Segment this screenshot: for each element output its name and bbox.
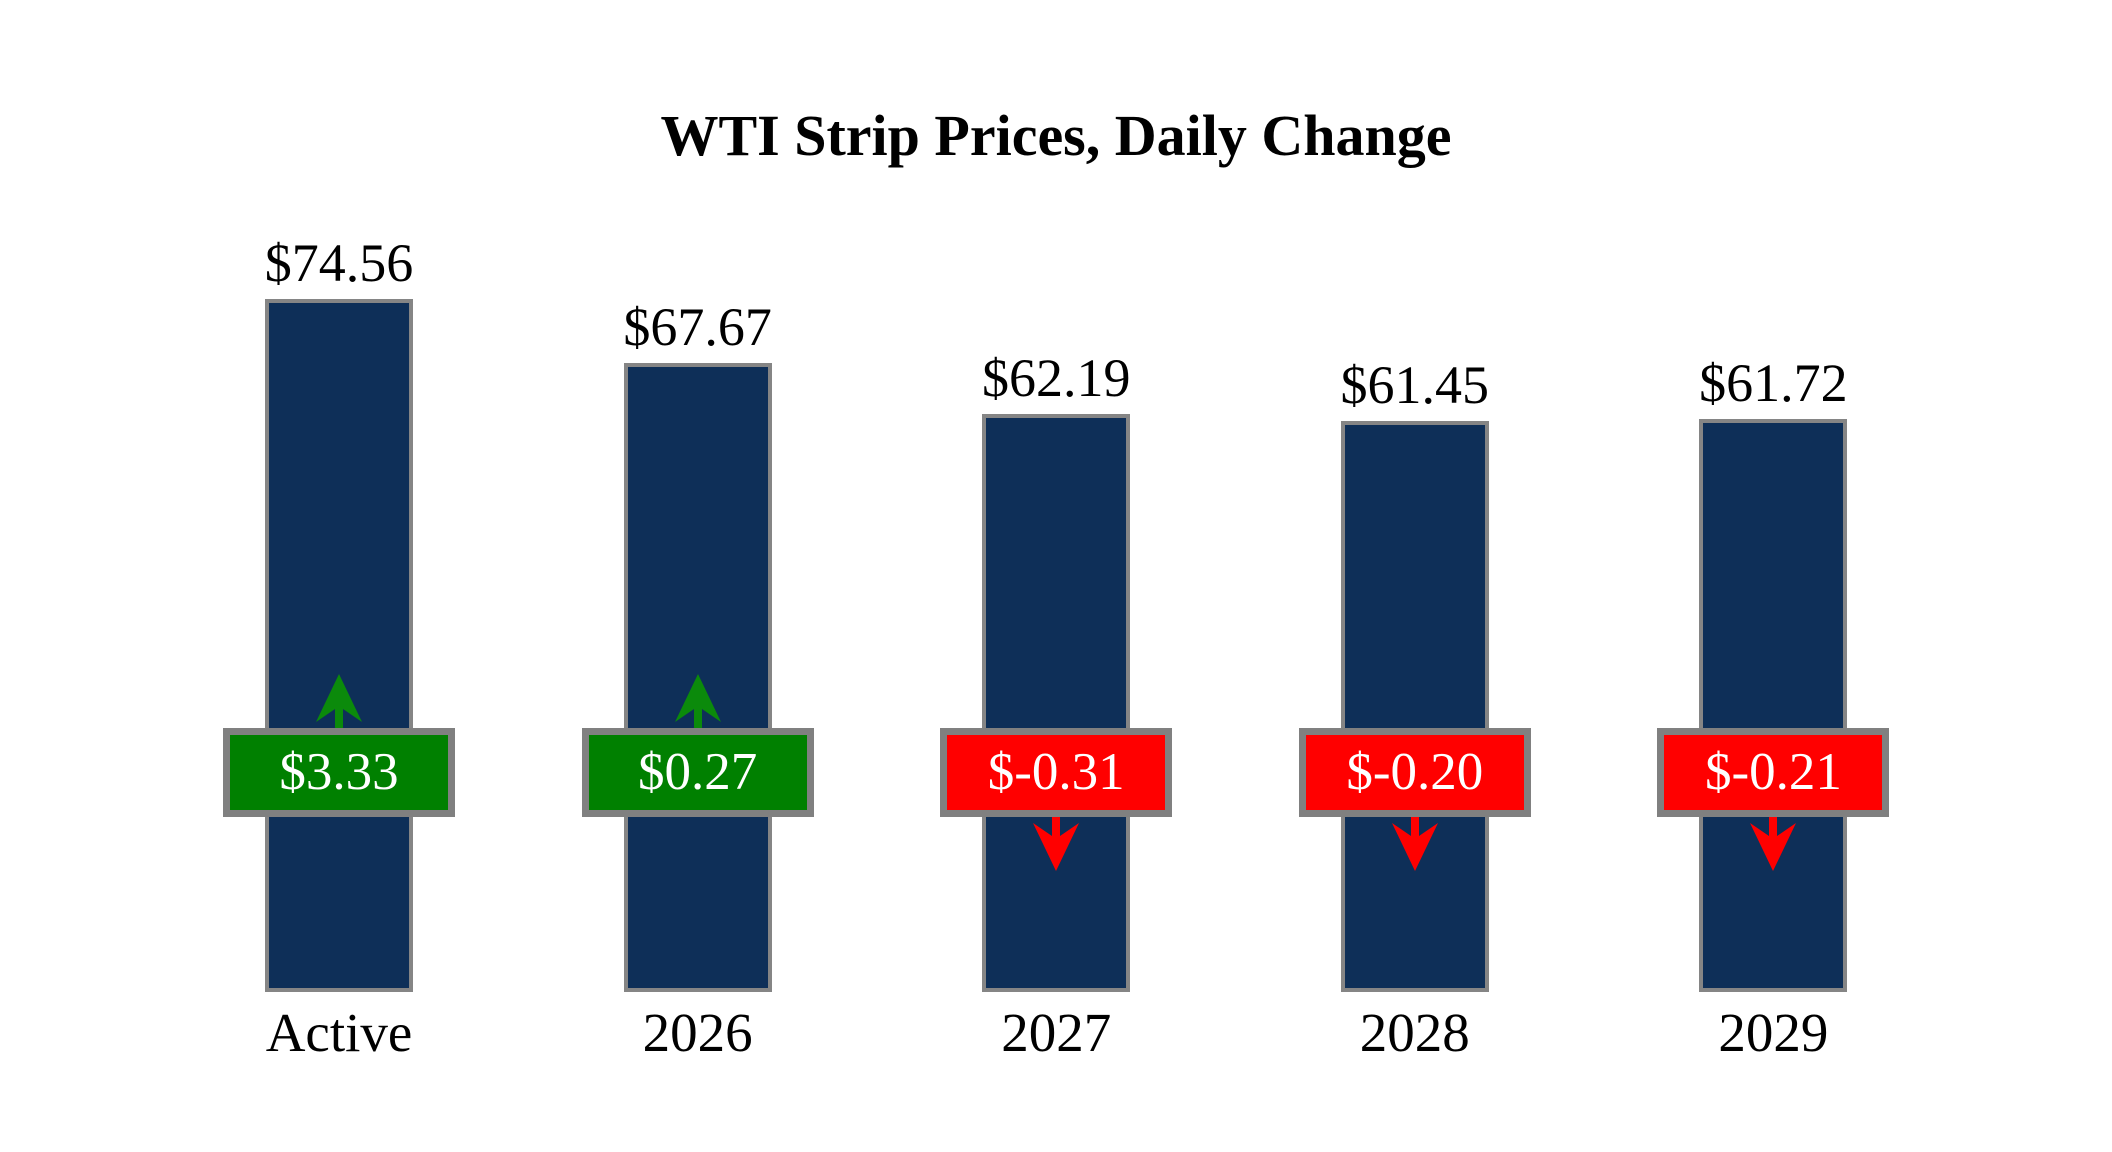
price-label: $61.72 xyxy=(1699,353,1848,413)
up-arrow-icon xyxy=(316,674,362,728)
change-badge-label: $-0.21 xyxy=(1704,743,1842,801)
chart-title: WTI Strip Prices, Daily Change xyxy=(660,103,1452,168)
price-bar xyxy=(1340,421,1489,992)
category-label: 2028 xyxy=(1359,1002,1470,1063)
up-arrow-icon xyxy=(674,674,721,728)
price-label: $67.67 xyxy=(623,297,772,357)
category-label: 2026 xyxy=(642,1002,753,1063)
category-label: 2029 xyxy=(1718,1002,1829,1063)
down-arrow-icon xyxy=(1033,817,1080,871)
down-arrow-icon xyxy=(1750,817,1797,871)
price-label: $61.45 xyxy=(1340,355,1490,415)
price-label: $62.19 xyxy=(981,348,1131,408)
price-label: $74.56 xyxy=(264,233,414,293)
change-badge-label: $-0.31 xyxy=(987,743,1125,801)
category-label: 2027 xyxy=(1001,1002,1112,1063)
change-badge-label: $-0.20 xyxy=(1346,743,1484,801)
change-badge-label: $0.27 xyxy=(637,743,758,801)
change-badge-label: $3.33 xyxy=(279,743,399,801)
price-bar xyxy=(982,414,1131,992)
change-badge: $-0.20 xyxy=(1298,728,1531,817)
change-badge: $-0.31 xyxy=(940,728,1173,817)
price-bar xyxy=(1699,419,1848,992)
price-bar xyxy=(623,363,772,992)
price-bar xyxy=(265,299,413,992)
change-badge: $-0.21 xyxy=(1657,728,1890,817)
change-badge: $0.27 xyxy=(581,728,814,817)
down-arrow-icon xyxy=(1391,817,1438,871)
category-label: Active xyxy=(265,1002,413,1063)
change-badge: $3.33 xyxy=(223,728,455,817)
